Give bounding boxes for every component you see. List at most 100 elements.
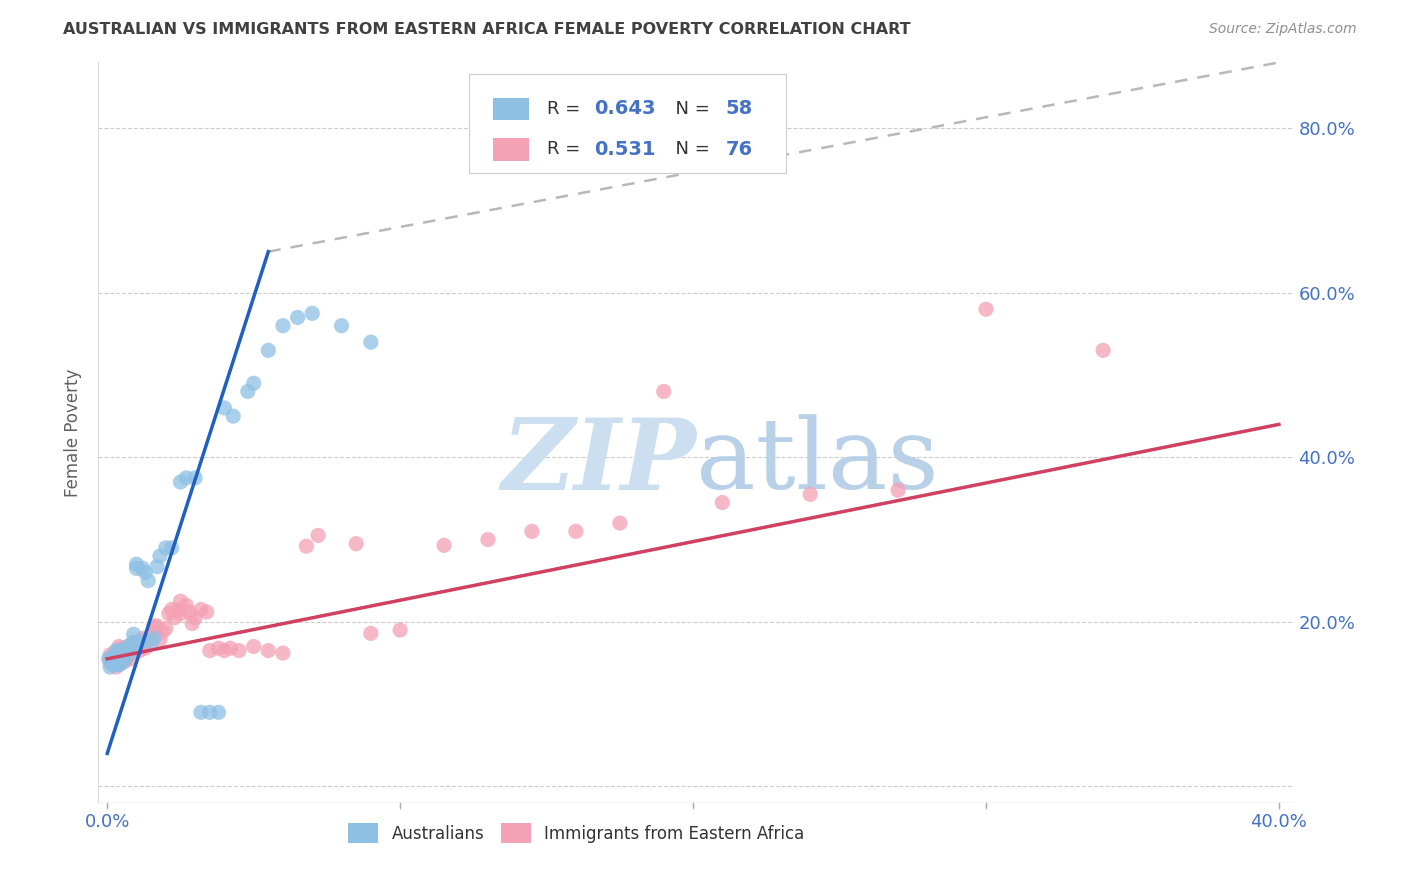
Point	[120, 652, 142, 666]
Point	[257, 643, 280, 657]
Point	[198, 643, 221, 657]
Point	[160, 541, 183, 555]
Point	[131, 638, 153, 652]
Point	[117, 649, 139, 664]
Point	[652, 384, 675, 399]
Point	[190, 602, 212, 616]
Point	[134, 566, 156, 580]
Point	[128, 635, 150, 649]
Point	[117, 648, 139, 662]
Point	[108, 646, 131, 660]
Point	[101, 657, 124, 672]
Point	[520, 524, 543, 539]
Text: ZIP: ZIP	[501, 414, 696, 510]
Bar	[494, 138, 529, 161]
Point	[195, 605, 218, 619]
Text: atlas: atlas	[696, 415, 939, 510]
Point	[166, 602, 188, 616]
Point	[108, 657, 131, 672]
Point	[236, 384, 259, 399]
Y-axis label: Female Poverty: Female Poverty	[65, 368, 83, 497]
Point	[184, 471, 207, 485]
Point	[141, 630, 163, 644]
Point	[105, 643, 127, 657]
Point	[271, 646, 294, 660]
Point	[100, 656, 122, 670]
Point	[141, 635, 163, 649]
Text: Source: ZipAtlas.com: Source: ZipAtlas.com	[1209, 22, 1357, 37]
Point	[101, 652, 124, 666]
Point	[114, 643, 136, 657]
Point	[136, 574, 159, 588]
Point	[122, 635, 145, 649]
Point	[155, 621, 177, 635]
Point	[111, 656, 134, 670]
Point	[111, 641, 134, 656]
Text: N =: N =	[664, 100, 716, 118]
Point	[198, 706, 221, 720]
Point	[111, 648, 134, 662]
Point	[565, 524, 588, 539]
Point	[152, 624, 174, 639]
Point	[307, 528, 329, 542]
Point	[108, 640, 131, 654]
Point	[242, 640, 264, 654]
Point	[207, 706, 229, 720]
Point	[125, 561, 148, 575]
Point	[101, 657, 124, 672]
Point	[111, 652, 134, 666]
Point	[330, 318, 353, 333]
Point	[105, 660, 127, 674]
Point	[98, 660, 121, 674]
Point	[111, 646, 134, 660]
Point	[207, 641, 229, 656]
Point	[98, 656, 121, 670]
Point	[103, 656, 125, 670]
Point	[131, 561, 153, 575]
Point	[108, 654, 131, 668]
Point	[887, 483, 910, 498]
Point	[117, 641, 139, 656]
Text: 58: 58	[725, 99, 754, 119]
Point	[257, 343, 280, 358]
Point	[146, 559, 169, 574]
Point	[609, 516, 631, 530]
Legend: Australians, Immigrants from Eastern Africa: Australians, Immigrants from Eastern Afr…	[342, 816, 811, 850]
Point	[190, 706, 212, 720]
Point	[222, 409, 245, 424]
Point	[143, 619, 166, 633]
Text: 0.531: 0.531	[595, 140, 655, 159]
Point	[157, 607, 180, 621]
Point	[219, 641, 242, 656]
Point	[344, 536, 367, 550]
Point	[98, 648, 121, 662]
Point	[242, 376, 264, 391]
Point	[105, 652, 127, 666]
Point	[114, 648, 136, 662]
Point	[146, 619, 169, 633]
Bar	[494, 97, 529, 120]
Point	[111, 652, 134, 666]
Point	[169, 594, 191, 608]
Point	[181, 616, 204, 631]
Point	[287, 310, 309, 325]
Point	[101, 649, 124, 664]
Point	[122, 627, 145, 641]
Point	[120, 638, 142, 652]
Point	[134, 641, 156, 656]
Point	[128, 638, 150, 652]
Point	[114, 641, 136, 656]
Point	[108, 652, 131, 666]
Point	[174, 471, 197, 485]
Point	[114, 654, 136, 668]
Point	[155, 541, 177, 555]
Point	[125, 641, 148, 656]
Point	[108, 643, 131, 657]
Point	[122, 643, 145, 657]
Point	[271, 318, 294, 333]
Text: R =: R =	[547, 100, 585, 118]
Point	[711, 495, 734, 509]
Point	[108, 649, 131, 664]
Point	[108, 657, 131, 672]
Point	[97, 652, 120, 666]
